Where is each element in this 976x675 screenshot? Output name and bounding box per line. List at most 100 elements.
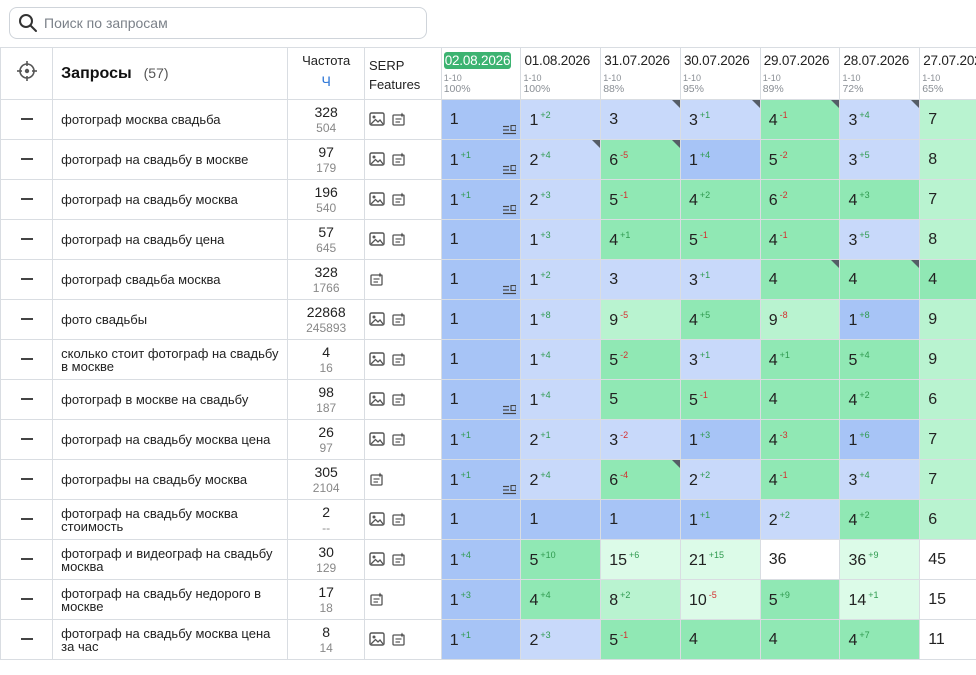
position-cell[interactable]: 4 +1 [759, 339, 841, 380]
pin-toggle[interactable] [0, 339, 54, 380]
position-cell[interactable]: 1 [440, 499, 522, 540]
position-cell[interactable]: 4 +2 [839, 379, 921, 420]
position-cell[interactable]: 3 -2 [600, 419, 681, 460]
position-cell[interactable]: 1 +2 [520, 99, 602, 140]
position-cell[interactable]: 1 +2 [520, 259, 602, 300]
position-cell[interactable]: 1 [440, 99, 522, 140]
table-row[interactable]: фотограф на свадьбу москва 196 540 1 +1 2 +3 5-… [0, 179, 976, 220]
position-cell[interactable]: 5 +10 [520, 539, 602, 580]
date-column-header[interactable]: 01.08.2026 1-10 100% [520, 47, 602, 100]
position-cell[interactable]: 4 -1 [759, 219, 841, 260]
position-cell[interactable]: 11 [919, 619, 976, 660]
position-cell[interactable]: 5 -1 [600, 179, 681, 220]
position-cell[interactable]: 9 [919, 339, 976, 380]
position-cell[interactable]: 1 +4 [520, 379, 602, 420]
date-column-header[interactable]: 30.07.2026 1-10 95% [679, 47, 761, 100]
position-cell[interactable]: 4 -3 [759, 419, 841, 460]
position-cell[interactable]: 2 +4 [520, 459, 602, 500]
query-text[interactable]: сколько стоит фотограф на свадьбу в моск… [52, 339, 289, 380]
position-cell[interactable]: 6 [919, 499, 976, 540]
table-row[interactable]: сколько стоит фотограф на свадьбу в моск… [0, 339, 976, 380]
position-cell[interactable]: 9 -8 [759, 299, 841, 340]
position-cell[interactable]: 5 -2 [600, 339, 681, 380]
position-cell[interactable]: 4 [919, 259, 976, 300]
table-row[interactable]: фотограф на свадьбу москва стоимость 2 -- 1… [0, 499, 976, 540]
query-text[interactable]: фотограф на свадьбу в москве [52, 139, 289, 180]
date-column-header[interactable]: 28.07.2026 1-10 72% [839, 47, 921, 100]
position-cell[interactable]: 5 -1 [679, 379, 761, 420]
query-text[interactable]: фотограф на свадьбу недорого в москве [52, 579, 289, 620]
position-cell[interactable]: 5 +9 [759, 579, 841, 620]
date-column-header[interactable]: 02.08.2026 1-10 100% [440, 47, 522, 100]
position-cell[interactable]: 4 +5 [679, 299, 761, 340]
pin-toggle[interactable] [0, 579, 54, 620]
position-cell[interactable]: 1 +6 [839, 419, 921, 460]
query-text[interactable]: фотограф свадьба москва [52, 259, 289, 300]
date-column-header[interactable]: 31.07.2026 1-10 88% [600, 47, 681, 100]
position-cell[interactable]: 3 +1 [679, 99, 761, 140]
position-cell[interactable]: 2 +2 [759, 499, 841, 540]
position-cell[interactable]: 7 [919, 99, 976, 140]
position-cell[interactable]: 6 -2 [759, 179, 841, 220]
position-cell[interactable]: 15 +6 [600, 539, 681, 580]
position-cell[interactable]: 1 +4 [440, 539, 522, 580]
position-cell[interactable]: 1 +3 [679, 419, 761, 460]
position-cell[interactable]: 9 [919, 299, 976, 340]
pin-toggle[interactable] [0, 299, 54, 340]
pin-toggle[interactable] [0, 499, 54, 540]
search-box[interactable] [9, 7, 427, 39]
position-cell[interactable]: 4 -1 [759, 99, 841, 140]
query-text[interactable]: фотограф на свадьбу москва цена за час [52, 619, 289, 660]
pin-toggle[interactable] [0, 139, 54, 180]
position-cell[interactable]: 1 [520, 499, 602, 540]
position-cell[interactable]: 1 +3 [520, 219, 602, 260]
position-cell[interactable]: 1 +4 [520, 339, 602, 380]
position-cell[interactable]: 8 [919, 139, 976, 180]
position-cell[interactable]: 45 [919, 539, 976, 580]
position-cell[interactable]: 7 [919, 179, 976, 220]
queries-column-header[interactable]: Запросы (57) [52, 47, 289, 100]
position-cell[interactable]: 5 -1 [600, 619, 681, 660]
position-cell[interactable]: 1 +3 [440, 579, 522, 620]
position-cell[interactable]: 1 +1 [440, 139, 522, 180]
position-cell[interactable]: 4 +3 [839, 179, 921, 220]
position-cell[interactable]: 3 +5 [839, 219, 921, 260]
pin-toggle[interactable] [0, 379, 54, 420]
table-row[interactable]: фотограф и видеограф на свадьбу москва 30… [0, 539, 976, 580]
position-cell[interactable]: 21 +15 [679, 539, 761, 580]
position-cell[interactable]: 1 +8 [839, 299, 921, 340]
table-row[interactable]: фото свадьбы 22868 245893 1 1 +8 9 -5 4 +5 9 -8 1 +8 9 [0, 299, 976, 340]
query-text[interactable]: фотограф и видеограф на свадьбу москва [52, 539, 289, 580]
position-cell[interactable]: 1 [440, 219, 522, 260]
position-cell[interactable]: 7 [919, 419, 976, 460]
position-cell[interactable]: 5 [600, 379, 681, 420]
frequency-unit-toggle[interactable]: Ч [321, 73, 331, 89]
position-cell[interactable]: 10 -5 [679, 579, 761, 620]
position-cell[interactable]: 4 [679, 619, 761, 660]
pin-toggle[interactable] [0, 459, 54, 500]
position-cell[interactable]: 4 +2 [679, 179, 761, 220]
position-cell[interactable]: 2 +3 [520, 179, 602, 220]
position-cell[interactable]: 1 [440, 299, 522, 340]
position-cell[interactable]: 1 +4 [679, 139, 761, 180]
query-text[interactable]: фотограф на свадьбу цена [52, 219, 289, 260]
target-column-header[interactable] [0, 47, 54, 100]
position-cell[interactable]: 4 -1 [759, 459, 841, 500]
pin-toggle[interactable] [0, 99, 54, 140]
position-cell[interactable]: 1 +1 [440, 179, 522, 220]
position-cell[interactable]: 5 -2 [759, 139, 841, 180]
position-cell[interactable]: 8 [919, 219, 976, 260]
position-cell[interactable]: 7 [919, 459, 976, 500]
position-cell[interactable]: 4 [759, 379, 841, 420]
position-cell[interactable]: 14 +1 [839, 579, 921, 620]
table-row[interactable]: фотографы на свадьбу москва 305 2104 1 +1 2 +4… [0, 459, 976, 500]
query-text[interactable]: фотограф москва свадьба [52, 99, 289, 140]
query-text[interactable]: фотографы на свадьбу москва [52, 459, 289, 500]
pin-toggle[interactable] [0, 419, 54, 460]
position-cell[interactable]: 4 [759, 619, 841, 660]
position-cell[interactable]: 3 +1 [679, 259, 761, 300]
position-cell[interactable]: 1 [440, 379, 522, 420]
position-cell[interactable]: 8 +2 [600, 579, 681, 620]
table-row[interactable]: фотограф свадьба москва 328 1766 1 1 +2 3 3 +1 4 4… [0, 259, 976, 300]
position-cell[interactable]: 4 +7 [839, 619, 921, 660]
